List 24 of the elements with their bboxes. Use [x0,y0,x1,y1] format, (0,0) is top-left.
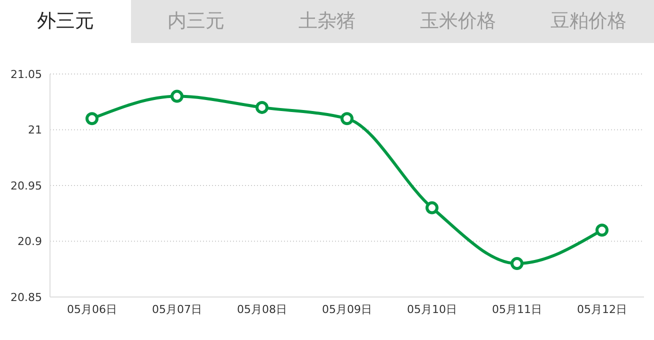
text: 豆粕价格 [550,9,628,34]
text: 玉米价格 [418,9,497,34]
point [256,100,268,114]
text: 土杂猪 [297,9,356,34]
y-tick-label: 21.05 [10,68,42,81]
point [510,257,524,270]
text: 内三元 [166,9,226,34]
y-tick-label: 20.95 [10,179,42,192]
point [86,112,98,126]
x-tick-label: 05月09日 [322,302,372,316]
point [596,224,608,237]
text: 外三元 [0,0,131,43]
x-tick-label: 05月10日 [407,302,457,316]
y-tick-label: 21 [28,124,42,137]
x-tick-label: 05月08日 [237,302,287,316]
point [340,112,354,126]
y-tick-label: 20.9 [18,235,42,248]
point [170,90,184,103]
x-tick-label: 05月11日 [492,302,542,316]
y-tick-label: 20.85 [10,290,42,304]
point [426,201,438,214]
x-tick-label: 05月12日 [577,302,627,316]
x-tick-label: 05月06日 [67,302,117,316]
x-tick-label: 05月07日 [152,302,202,316]
